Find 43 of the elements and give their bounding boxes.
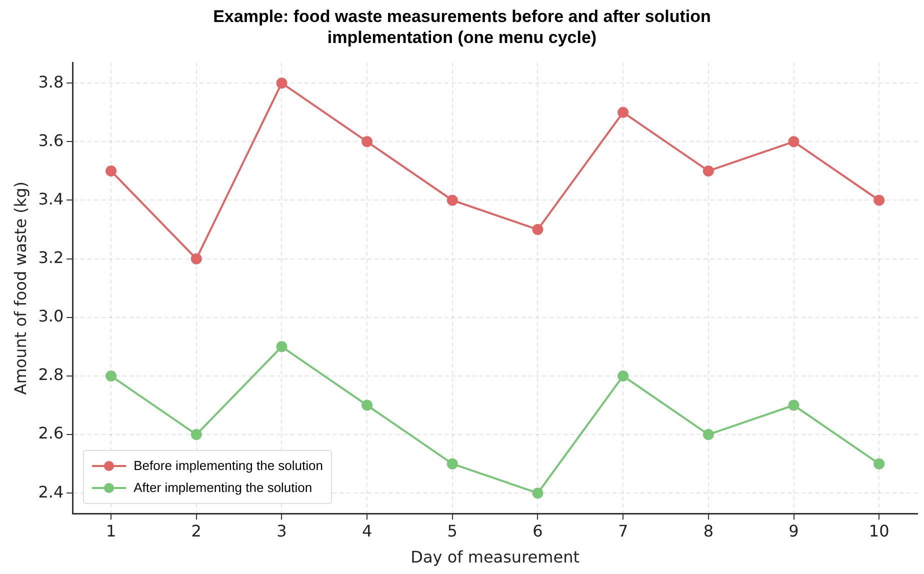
y-axis-title: Amount of food waste (kg) xyxy=(10,181,30,395)
legend-label: After implementing the solution xyxy=(134,480,312,496)
x-tick-label: 6 xyxy=(532,521,543,540)
point xyxy=(276,341,288,352)
y-tick-label: 2.6 xyxy=(38,424,64,443)
x-tick-label: 2 xyxy=(191,521,202,540)
x-tick-label: 10 xyxy=(868,521,890,540)
x-tick-label: 9 xyxy=(788,521,799,540)
y-tick-label: 3.6 xyxy=(38,130,64,150)
y-tick-label: 2.8 xyxy=(38,365,64,384)
x-tick-label: 7 xyxy=(618,521,628,540)
point xyxy=(276,78,288,89)
y-tick-label: 3.8 xyxy=(38,72,64,92)
point xyxy=(532,488,544,499)
x-axis-title: Day of measurement xyxy=(410,548,580,567)
point xyxy=(788,136,800,148)
point xyxy=(446,194,458,206)
point xyxy=(446,458,458,470)
point xyxy=(702,165,714,176)
point xyxy=(788,400,800,411)
x-tick-label: 3 xyxy=(276,521,287,540)
x-tick-label: 5 xyxy=(447,521,458,540)
point xyxy=(532,224,544,236)
x-tick-label: 1 xyxy=(106,521,116,540)
point xyxy=(874,194,885,206)
point xyxy=(618,370,629,382)
y-tick-label: 2.4 xyxy=(38,482,64,502)
point xyxy=(618,106,629,118)
point xyxy=(106,165,117,176)
y-tick-label: 3.4 xyxy=(38,189,64,208)
point xyxy=(702,429,714,440)
y-tick-label: 3.0 xyxy=(38,306,64,326)
point xyxy=(874,458,885,470)
point xyxy=(190,253,202,264)
x-tick-label: 8 xyxy=(703,521,714,540)
y-tick-label: 3.2 xyxy=(38,248,64,267)
point xyxy=(106,370,117,382)
chart-title: Example: food waste measurements before and after solution implementation (one menu cycle) xyxy=(212,6,712,48)
point xyxy=(362,136,373,148)
x-tick-label: 4 xyxy=(362,521,372,540)
point xyxy=(190,429,202,440)
legend-label: Before implementing the solution xyxy=(134,458,323,474)
point xyxy=(362,400,373,411)
